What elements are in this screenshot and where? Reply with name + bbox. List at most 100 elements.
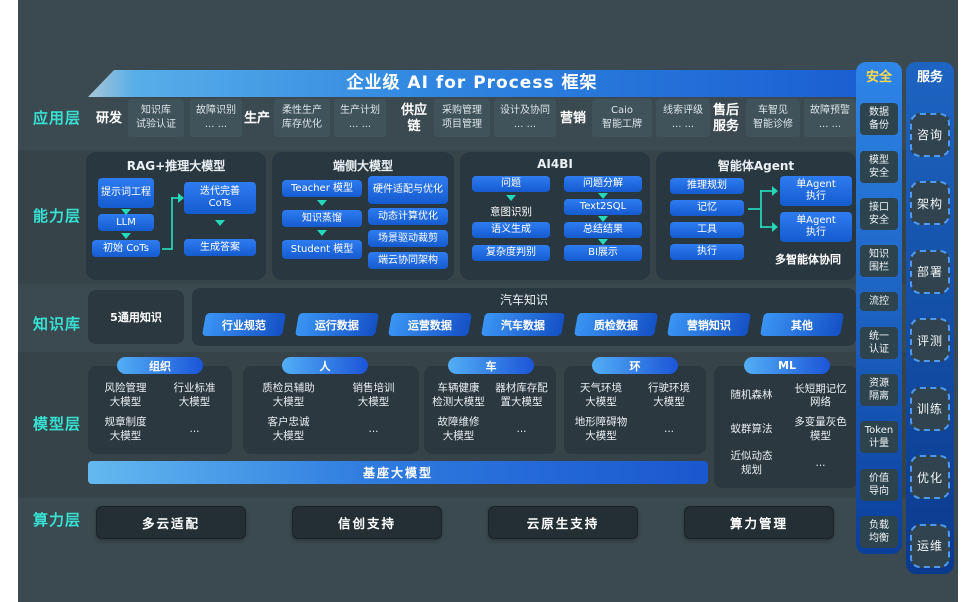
- foundation-model-bar: 基座大模型: [88, 461, 708, 484]
- model-group-tag-environment: 环: [592, 357, 678, 374]
- pill-label: 营销知识: [687, 318, 731, 332]
- panel-title: 端侧大模型: [332, 159, 393, 173]
- flow-connector: [760, 190, 774, 192]
- model-item: 质检员辅助 大模型: [262, 382, 315, 409]
- arrow-down-icon: [598, 216, 608, 222]
- capability-panel-rag: RAG+推理大模型 提示词工程 LLM 初始 CoTs 迭代完善 CoTs 生成…: [86, 152, 266, 280]
- knowledge-pill: 营销知识: [666, 313, 752, 336]
- flow-node: 总结结果: [564, 222, 642, 238]
- flow-node: Teacher 模型: [282, 180, 362, 197]
- app-group-label-production: 生产: [243, 111, 270, 126]
- arrow-down-icon: [598, 193, 608, 199]
- app-group-label-rd: 研发: [95, 111, 122, 126]
- pill-label: 运营数据: [408, 318, 452, 332]
- flow-node: 场景驱动裁剪: [368, 230, 448, 247]
- model-item: 器材库存配 置大模型: [495, 382, 548, 409]
- capability-panel-edge: 端侧大模型 Teacher 模型 知识蒸馏 Student 模型 硬件适配与优化…: [272, 152, 454, 280]
- services-column: 服务 咨询 架构 部署 评测 训练 优化 运维: [906, 62, 954, 574]
- page-margin-right: [958, 0, 968, 602]
- panel-title: AI4BI: [537, 157, 573, 171]
- knowledge-pill: 运行数据: [294, 313, 380, 336]
- arrow-down-icon: [598, 239, 608, 245]
- app-box: 车智见 智能诊修: [746, 99, 800, 137]
- model-panel-org: 风险管理 大模型 行业标准 大模型 规章制度 大模型 ...: [88, 366, 232, 454]
- flow-connector: [171, 197, 173, 250]
- app-box: 采购管理 项目管理: [434, 99, 490, 137]
- model-group-tag-vehicle: 车: [448, 357, 534, 374]
- pill-label: 运行数据: [315, 318, 359, 332]
- model-item: 蚁群算法: [730, 423, 773, 436]
- knowledge-pill: 质检数据: [573, 313, 659, 336]
- layer-label-knowledge: 知识库: [32, 315, 81, 333]
- app-box: 知识库 试验认证: [128, 99, 184, 137]
- service-item: 咨询: [910, 112, 950, 157]
- flow-node: 执行: [670, 244, 744, 260]
- compute-button: 算力管理: [684, 506, 834, 539]
- app-box: Caio 智能工牌: [592, 99, 652, 137]
- pill-label: 其他: [791, 318, 813, 332]
- flow-connector: [760, 190, 762, 228]
- flow-node: BI展示: [564, 245, 642, 261]
- service-item: 运维: [910, 523, 950, 568]
- security-item: 统一 认证: [860, 326, 898, 359]
- pill-label: 质检数据: [594, 318, 638, 332]
- flow-node: 单Agent 执行: [780, 212, 852, 242]
- app-group-label-marketing: 营销: [559, 111, 586, 126]
- security-column: 安全 数据 备份 模型 安全 接口 安全 知识 围栏 流控 统一 认证 资源 隔…: [856, 62, 902, 554]
- flow-node: 问题分解: [564, 176, 642, 192]
- model-item: 行驶环境 大模型: [648, 382, 690, 409]
- model-panel-ml: 随机森林 长短期记忆 网络 蚁群算法 多变量灰色 模型 近似动态 规划 ...: [714, 366, 858, 488]
- app-box: 生产计划 ... ...: [334, 99, 386, 137]
- knowledge-pill: 运营数据: [387, 313, 473, 336]
- security-item: 接口 安全: [860, 197, 898, 230]
- model-panel-person: 质检员辅助 大模型 销售培训 大模型 客户忠诚 大模型 ...: [243, 366, 419, 454]
- flow-node: 动态计算优化: [368, 208, 448, 225]
- arrow-down-icon: [121, 209, 131, 215]
- arrow-right-icon: [178, 193, 184, 203]
- model-group-tag-ml: ML: [744, 357, 830, 374]
- security-item: 模型 安全: [860, 150, 898, 183]
- knowledge-auto-panel: 汽车知识 行业规范 运行数据 运营数据 汽车数据 质检数据 营销知识 其他: [192, 288, 856, 346]
- app-box: 设计及协同 ... ...: [494, 99, 556, 137]
- model-item: 地形障碍物 大模型: [574, 416, 628, 442]
- flow-node: 知识蒸馏: [282, 210, 362, 227]
- capability-panel-agent: 智能体Agent 推理规划 记忆 工具 执行 单Agent 执行 单Agent …: [656, 152, 856, 280]
- arrow-down-icon: [317, 230, 327, 236]
- security-item: 数据 备份: [860, 103, 898, 136]
- service-item: 部署: [910, 249, 950, 294]
- pill-label: 汽车数据: [501, 318, 545, 332]
- agent-caption: 多智能体协同: [775, 253, 841, 266]
- flow-node: Text2SQL: [564, 199, 642, 215]
- services-title: 服务: [916, 70, 943, 85]
- banner-title: 企业级 AI for Process 框架: [88, 70, 856, 97]
- service-item: 训练: [910, 386, 950, 431]
- panel-title: 智能体Agent: [717, 159, 795, 173]
- flow-connector: [748, 208, 760, 210]
- flow-node: 复杂度判别: [472, 245, 550, 261]
- knowledge-auto-title: 汽车知识: [499, 293, 548, 307]
- model-item: 天气环境 大模型: [580, 382, 622, 409]
- model-panel-vehicle: 车辆健康 检测大模型 器材库存配 置大模型 故障维修 大模型 ...: [424, 366, 556, 454]
- flow-node: 迭代完善 CoTs: [184, 182, 256, 214]
- flow-node: 单Agent 执行: [780, 176, 852, 206]
- layer-label-app: 应用层: [32, 109, 81, 127]
- flow-node: 问题: [472, 176, 550, 192]
- flow-node: Student 模型: [282, 240, 362, 259]
- security-item: 流控: [860, 292, 898, 312]
- security-item: 负载 均衡: [860, 515, 898, 548]
- knowledge-pill: 其他: [759, 313, 845, 336]
- model-item: ...: [368, 423, 379, 436]
- compute-button: 多云适配: [96, 506, 246, 539]
- service-item: 评测: [910, 318, 950, 363]
- flow-connector: [171, 197, 180, 199]
- flow-node: 记忆: [670, 200, 744, 216]
- layer-label-compute: 算力层: [32, 511, 81, 529]
- pill-label: 行业规范: [222, 318, 266, 332]
- flow-node: LLM: [98, 214, 154, 231]
- flow-node: 工具: [670, 222, 744, 238]
- flow-connector: [760, 226, 774, 228]
- app-box: 故障识别 ... ...: [190, 99, 242, 137]
- flow-node: 推理规划: [670, 178, 744, 194]
- arrow-down-icon: [215, 220, 225, 226]
